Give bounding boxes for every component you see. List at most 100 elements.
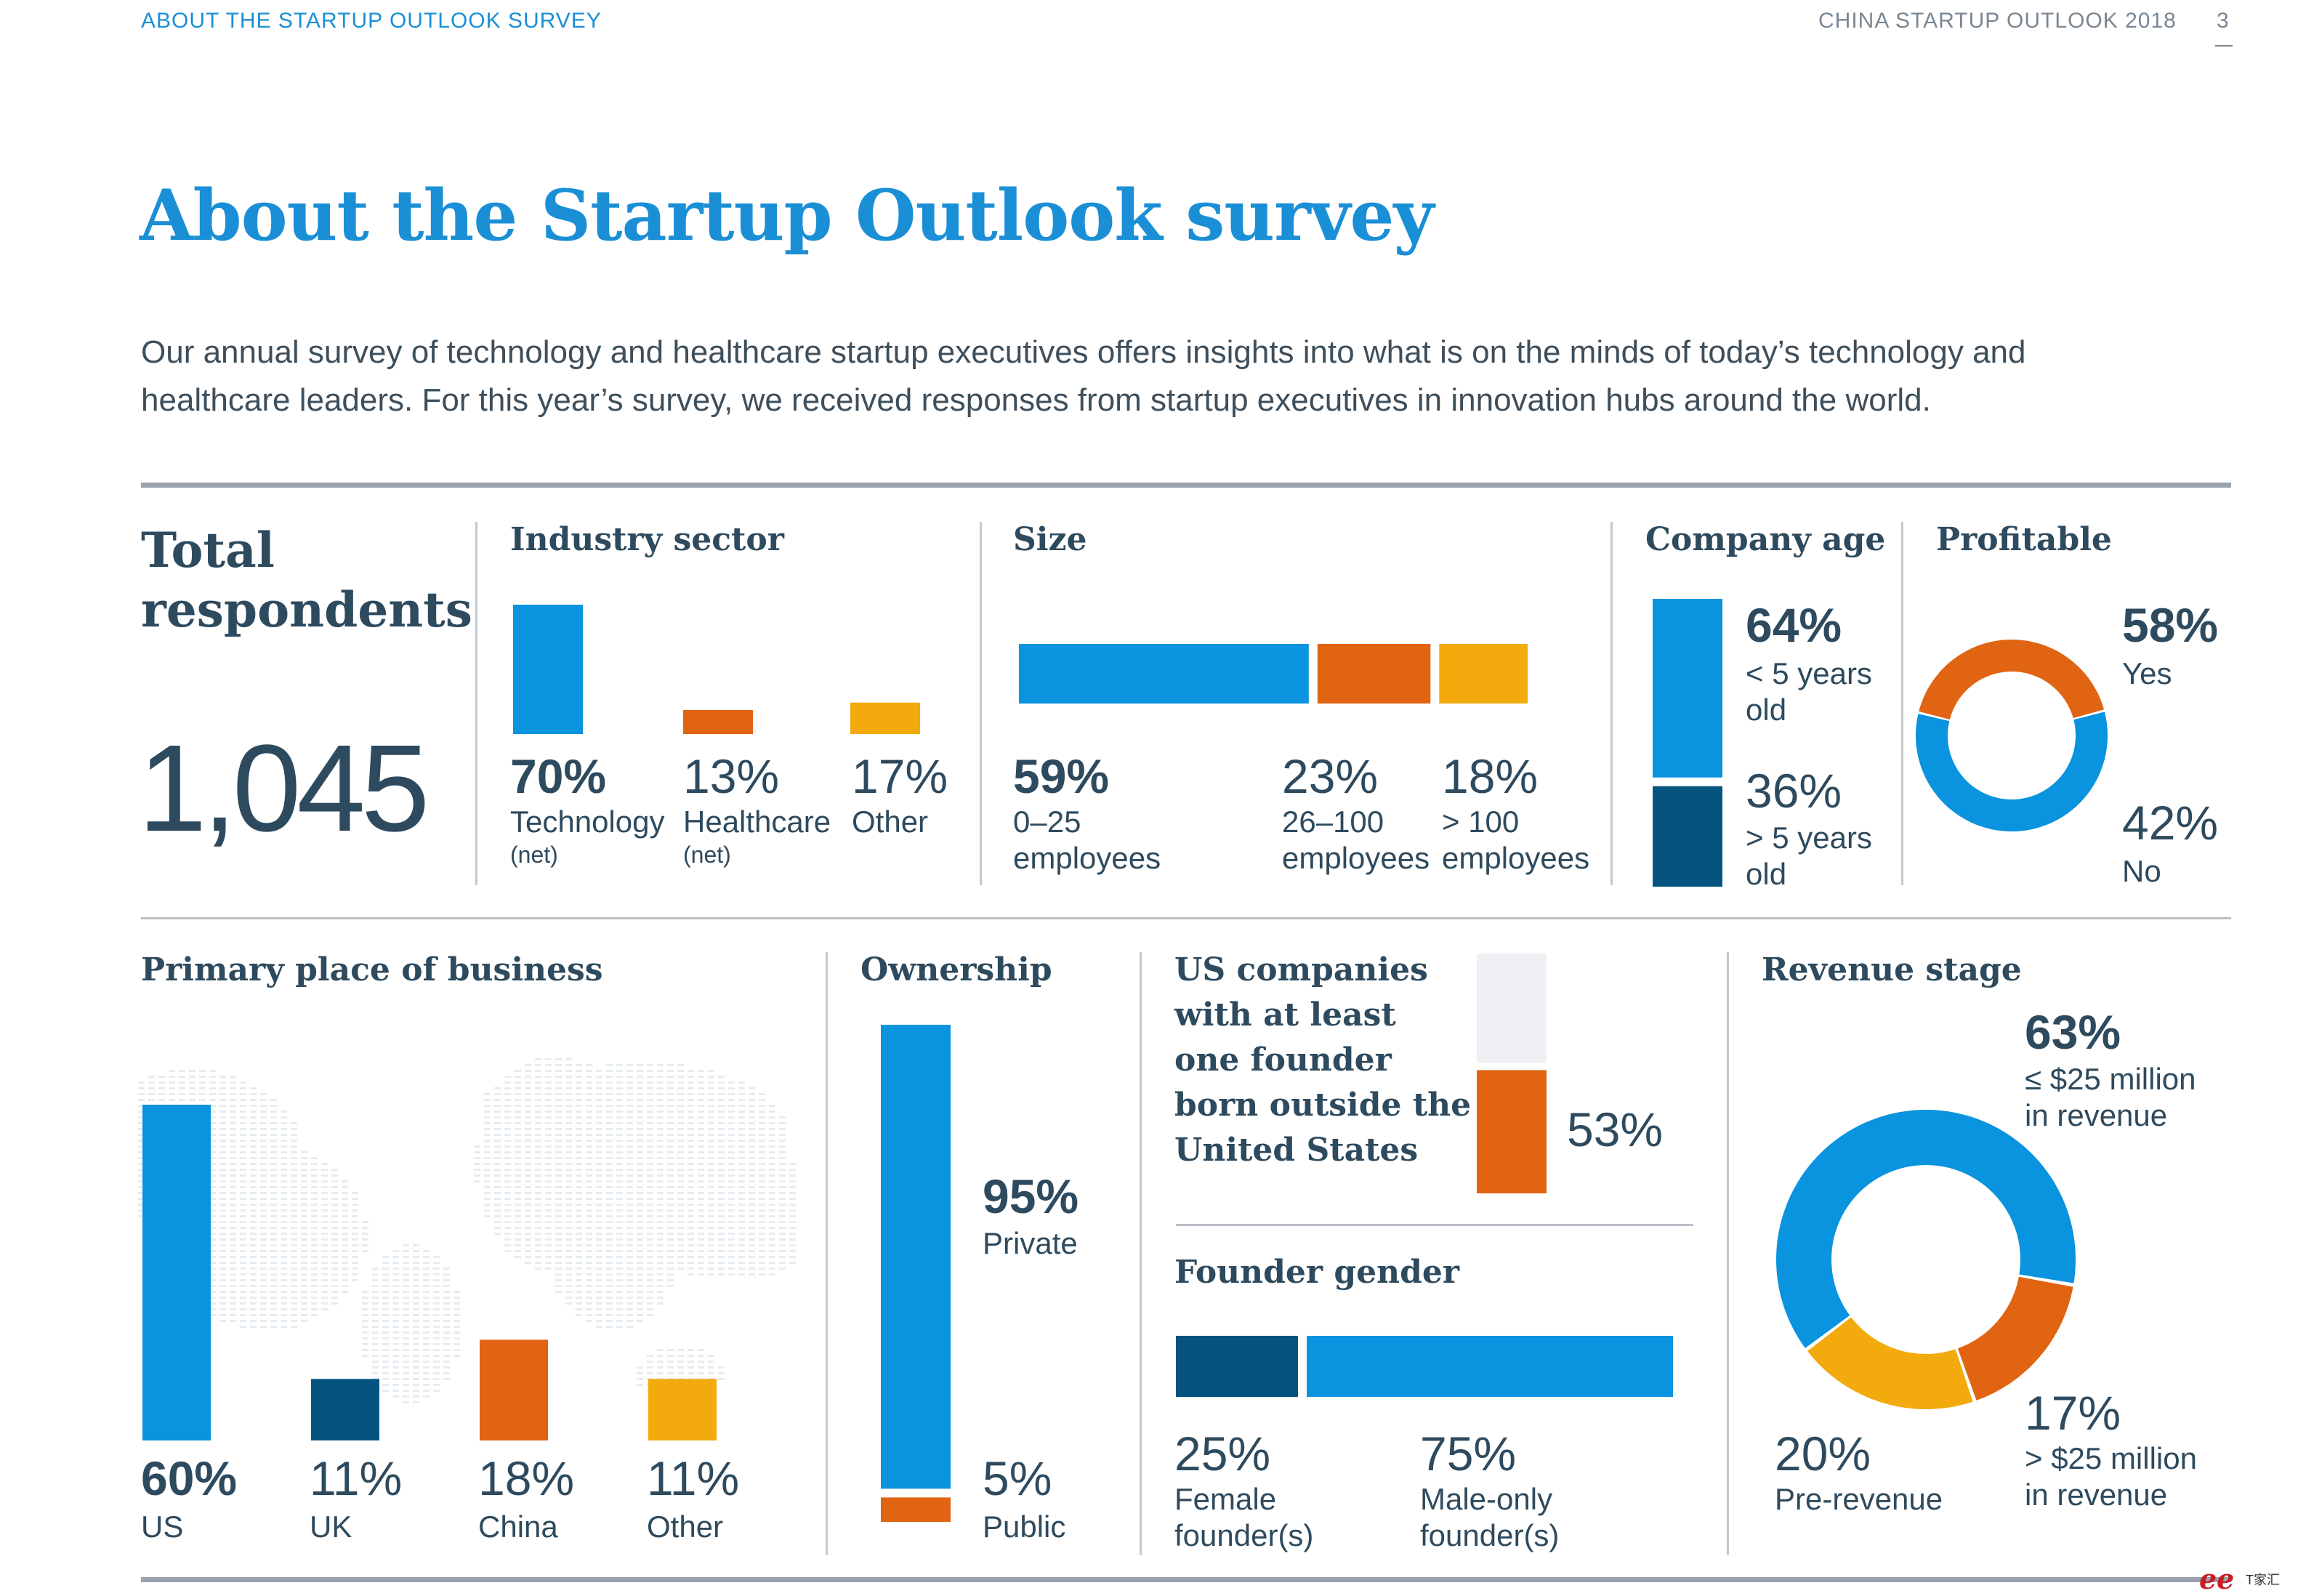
world-map-dot <box>260 1105 267 1107</box>
world-map-dot <box>403 1297 409 1299</box>
world-map-dot <box>352 1227 358 1229</box>
world-map-dot <box>647 1145 653 1148</box>
world-map-dot <box>586 1267 592 1270</box>
world-map-dot <box>301 1151 307 1153</box>
world-map-dot <box>586 1221 592 1223</box>
world-map-dot <box>525 1157 531 1159</box>
world-map-dot <box>779 1238 786 1241</box>
world-map-dot <box>698 1221 704 1223</box>
world-map-dot <box>474 1157 480 1159</box>
world-map-dot <box>576 1198 582 1200</box>
world-map-dot <box>576 1116 582 1119</box>
world-map-dot <box>433 1297 440 1299</box>
revenue-slice-2 <box>1807 1317 1973 1410</box>
world-map-dot <box>219 1285 226 1287</box>
world-map-dot <box>576 1174 582 1177</box>
world-map-dot <box>708 1093 714 1095</box>
world-map-dot <box>749 1140 755 1142</box>
world-map-dot <box>270 1116 277 1119</box>
world-map-dot <box>372 1355 379 1357</box>
world-map-dot <box>698 1349 704 1351</box>
world-map-dot <box>626 1198 633 1200</box>
world-map-dot <box>240 1204 246 1206</box>
world-map-dot <box>637 1302 643 1305</box>
world-map-dot <box>291 1320 297 1322</box>
world-map-dot <box>708 1186 714 1188</box>
world-map-dot <box>606 1180 613 1182</box>
world-map-dot <box>209 1262 216 1264</box>
world-map-dot <box>443 1378 450 1380</box>
world-map-dot <box>545 1233 552 1235</box>
world-map-dot <box>718 1122 725 1124</box>
world-map-dot <box>250 1145 257 1148</box>
world-map-dot <box>382 1267 389 1270</box>
world-map-dot <box>311 1186 318 1188</box>
world-map-dot <box>667 1372 674 1374</box>
world-map-dot <box>596 1151 602 1153</box>
world-map-dot <box>555 1064 562 1066</box>
world-map-dot <box>657 1174 664 1177</box>
world-map-dot <box>433 1349 440 1351</box>
world-map-dot <box>616 1070 623 1072</box>
world-map-dot <box>708 1209 714 1212</box>
world-map-dot <box>240 1250 246 1252</box>
world-map-dot <box>596 1198 602 1200</box>
world-map-dot <box>352 1238 358 1241</box>
ownership-public-label: Public <box>983 1510 1066 1544</box>
world-map-dot <box>504 1227 511 1229</box>
world-map-dot <box>769 1140 775 1142</box>
world-map-dot <box>698 1186 704 1188</box>
world-map-dot <box>718 1105 725 1107</box>
world-map-dot <box>311 1227 318 1229</box>
world-map-dot <box>250 1099 257 1101</box>
world-map-dot <box>321 1221 328 1223</box>
world-map-dot <box>209 1122 216 1124</box>
world-map-dot <box>596 1140 602 1142</box>
world-map-dot <box>525 1134 531 1136</box>
world-map-dot <box>637 1297 643 1299</box>
world-map-dot <box>647 1285 653 1287</box>
world-map-dot <box>688 1238 694 1241</box>
world-map-dot <box>291 1302 297 1305</box>
gender-bar-male <box>1307 1336 1673 1397</box>
world-map-dot <box>403 1366 409 1369</box>
world-map-dot <box>779 1267 786 1270</box>
world-map-dot <box>688 1111 694 1113</box>
world-map-dot <box>281 1204 287 1206</box>
world-map-dot <box>219 1116 226 1119</box>
running-header-section: ABOUT THE STARTUP OUTLOOK SURVEY <box>141 9 602 33</box>
world-map-dot <box>769 1163 775 1165</box>
world-map-dot <box>281 1215 287 1217</box>
world-map-dot <box>260 1209 267 1212</box>
world-map-dot <box>576 1291 582 1293</box>
world-map-dot <box>494 1169 501 1171</box>
world-map-dot <box>403 1308 409 1310</box>
world-map-dot <box>545 1186 552 1188</box>
world-map-dot <box>321 1256 328 1258</box>
world-map-dot <box>586 1256 592 1258</box>
world-map-dot <box>677 1064 684 1066</box>
world-map-dot <box>209 1238 216 1241</box>
world-map-dot <box>525 1081 531 1084</box>
world-map-dot <box>606 1174 613 1177</box>
world-map-dot <box>515 1180 521 1182</box>
world-map-dot <box>525 1064 531 1066</box>
world-map-dot <box>413 1331 419 1334</box>
world-map-dot <box>616 1273 623 1275</box>
world-map-dot <box>209 1204 216 1206</box>
world-map-dot <box>677 1186 684 1188</box>
world-map-dot <box>311 1250 318 1252</box>
world-map-dot <box>677 1256 684 1258</box>
world-map-dot <box>250 1238 257 1241</box>
world-map-dot <box>779 1151 786 1153</box>
world-map-dot <box>321 1233 328 1235</box>
world-map-dot <box>372 1349 379 1351</box>
world-map-dot <box>260 1250 267 1252</box>
world-map-dot <box>433 1366 440 1369</box>
world-map-dot <box>453 1326 460 1328</box>
world-map-dot <box>688 1204 694 1206</box>
world-map-dot <box>260 1186 267 1188</box>
place-bar-us <box>142 1105 211 1440</box>
ownership-public-pct: 5% <box>983 1451 1052 1505</box>
world-map-dot <box>342 1209 348 1212</box>
